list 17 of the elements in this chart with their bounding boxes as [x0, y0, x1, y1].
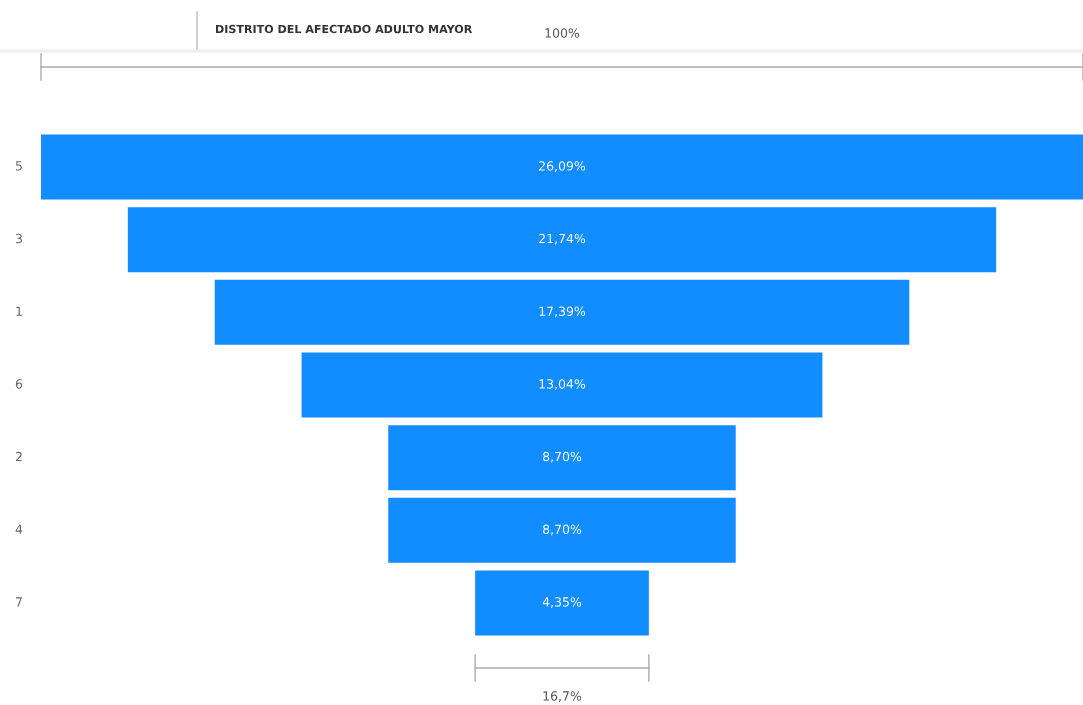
- data-label: 17,39%: [539, 306, 586, 318]
- category-label: 4: [15, 524, 23, 534]
- text: DISTRITO DEL AFECTADO ADULTO MAYOR: [216, 24, 473, 34]
- category-label: 5: [15, 161, 22, 171]
- category-label: 1: [16, 306, 22, 316]
- category-label: 6: [15, 379, 23, 389]
- text: 100%: [545, 28, 580, 38]
- text: 16,7%: [543, 691, 582, 702]
- category-label: 2: [15, 451, 22, 462]
- category-label: 3: [15, 233, 22, 244]
- data-label: 4,35%: [542, 597, 582, 608]
- data-label: 21,74%: [539, 233, 586, 245]
- data-label: 26,09%: [539, 161, 586, 172]
- category-label: 7: [16, 597, 22, 607]
- data-label: 8,70%: [542, 451, 582, 463]
- data-label: 13,04%: [539, 379, 586, 390]
- data-label: 8,70%: [542, 524, 582, 536]
